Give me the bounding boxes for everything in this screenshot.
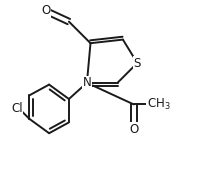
Text: S: S bbox=[134, 57, 141, 69]
Text: O: O bbox=[129, 123, 138, 136]
Text: Cl: Cl bbox=[11, 102, 22, 114]
Text: O: O bbox=[41, 4, 50, 17]
Text: N: N bbox=[83, 76, 91, 89]
Text: CH$_3$: CH$_3$ bbox=[147, 97, 171, 112]
